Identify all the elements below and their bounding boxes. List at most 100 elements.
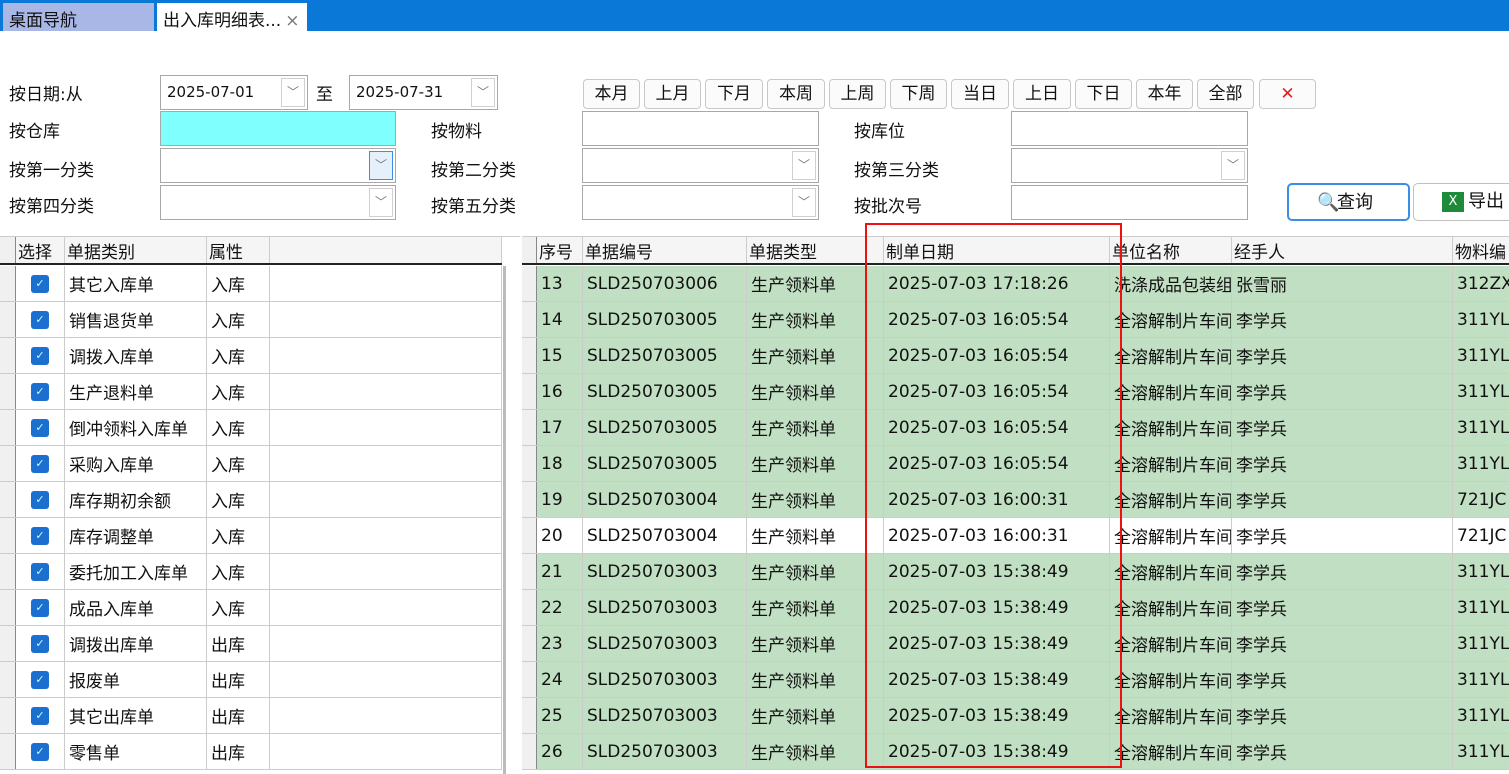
table-row[interactable]: 20 SLD250703004 生产领料单 2025-07-03 16:00:31 全溶… <box>522 518 1509 554</box>
table-row[interactable]: ✓ 库存调整单 入库 <box>0 518 502 554</box>
row-header[interactable] <box>522 374 537 409</box>
row-header[interactable] <box>522 734 537 769</box>
row-header[interactable] <box>522 698 537 733</box>
select-checkbox-cell[interactable]: ✓ <box>16 626 65 661</box>
row-header[interactable] <box>0 662 16 697</box>
batch-field[interactable] <box>1011 185 1248 220</box>
select-checkbox-cell[interactable]: ✓ <box>16 590 65 625</box>
date-from-field[interactable]: 2025-07-01 ﹀ <box>160 75 308 110</box>
chevron-down-icon[interactable]: ﹀ <box>471 78 495 107</box>
query-button[interactable]: 🔍 查询 <box>1287 183 1410 221</box>
cat2-select[interactable]: ﹀ <box>582 148 819 183</box>
table-row[interactable]: 23 SLD250703003 生产领料单 2025-07-03 15:38:49 全溶… <box>522 626 1509 662</box>
quick-btn[interactable]: 全部 <box>1197 79 1254 109</box>
column-header-material-code[interactable]: 物料编 <box>1453 237 1509 263</box>
location-field[interactable] <box>1011 111 1248 146</box>
select-checkbox-cell[interactable]: ✓ <box>16 374 65 409</box>
table-row[interactable]: 15 SLD250703005 生产领料单 2025-07-03 16:05:54 全溶… <box>522 338 1509 374</box>
row-header[interactable] <box>522 626 537 661</box>
table-row[interactable]: 17 SLD250703005 生产领料单 2025-07-03 16:05:54 全溶… <box>522 410 1509 446</box>
select-checkbox-cell[interactable]: ✓ <box>16 302 65 337</box>
chevron-down-icon[interactable]: ﹀ <box>1221 151 1245 180</box>
select-checkbox-cell[interactable]: ✓ <box>16 554 65 589</box>
chevron-down-icon[interactable]: ﹀ <box>281 78 305 107</box>
checkbox-checked-icon[interactable]: ✓ <box>31 454 49 473</box>
checkbox-checked-icon[interactable]: ✓ <box>31 382 49 401</box>
row-header[interactable] <box>0 338 16 373</box>
row-header[interactable] <box>522 302 537 337</box>
table-row[interactable]: 22 SLD250703003 生产领料单 2025-07-03 15:38:49 全溶… <box>522 590 1509 626</box>
warehouse-field[interactable] <box>160 111 396 146</box>
table-row[interactable]: 18 SLD250703005 生产领料单 2025-07-03 16:05:54 全溶… <box>522 446 1509 482</box>
row-header[interactable] <box>522 446 537 481</box>
column-header-seq[interactable]: 序号 <box>537 237 583 263</box>
row-header[interactable] <box>0 554 16 589</box>
quick-btn[interactable]: 本月 <box>583 79 640 109</box>
row-header[interactable] <box>0 626 16 661</box>
column-header[interactable]: 选择 <box>16 237 65 263</box>
checkbox-checked-icon[interactable]: ✓ <box>31 310 49 329</box>
checkbox-checked-icon[interactable]: ✓ <box>31 346 49 365</box>
column-header[interactable]: 单据类别 <box>65 237 207 263</box>
checkbox-checked-icon[interactable]: ✓ <box>31 598 49 617</box>
table-row[interactable]: 16 SLD250703005 生产领料单 2025-07-03 16:05:54 全溶… <box>522 374 1509 410</box>
checkbox-checked-icon[interactable]: ✓ <box>31 706 49 725</box>
export-button[interactable]: X 导出 <box>1413 183 1509 221</box>
table-row[interactable]: ✓ 其它入库单 入库 <box>0 266 502 302</box>
row-header[interactable] <box>0 482 16 517</box>
quick-btn[interactable]: 下月 <box>705 79 763 109</box>
select-checkbox-cell[interactable]: ✓ <box>16 698 65 733</box>
row-header[interactable] <box>522 338 537 373</box>
row-header[interactable] <box>0 374 16 409</box>
checkbox-checked-icon[interactable]: ✓ <box>31 670 49 689</box>
column-header-doc-no[interactable]: 单据编号 <box>583 237 747 263</box>
quick-btn[interactable]: 本年 <box>1136 79 1193 109</box>
checkbox-checked-icon[interactable]: ✓ <box>31 490 49 509</box>
select-checkbox-cell[interactable]: ✓ <box>16 266 65 301</box>
table-row[interactable]: ✓ 库存期初余额 入库 <box>0 482 502 518</box>
tab-inout-detail[interactable]: 出入库明细表... × <box>157 3 307 31</box>
row-header[interactable] <box>0 302 16 337</box>
select-checkbox-cell[interactable]: ✓ <box>16 482 65 517</box>
quick-btn[interactable]: 上周 <box>829 79 886 109</box>
table-row[interactable]: ✓ 委托加工入库单 入库 <box>0 554 502 590</box>
checkbox-checked-icon[interactable]: ✓ <box>31 634 49 653</box>
quick-btn[interactable]: 下日 <box>1075 79 1132 109</box>
row-header[interactable] <box>0 266 16 301</box>
table-row[interactable]: ✓ 销售退货单 入库 <box>0 302 502 338</box>
chevron-down-icon[interactable]: ﹀ <box>792 188 816 217</box>
table-row[interactable]: 14 SLD250703005 生产领料单 2025-07-03 16:05:54 全溶… <box>522 302 1509 338</box>
row-header[interactable] <box>0 734 16 769</box>
quick-btn[interactable]: 上日 <box>1013 79 1071 109</box>
row-header[interactable] <box>522 554 537 589</box>
table-row[interactable]: 25 SLD250703003 生产领料单 2025-07-03 15:38:49 全溶… <box>522 698 1509 734</box>
column-header-doc-type[interactable]: 单据类型 <box>747 237 884 263</box>
select-checkbox-cell[interactable]: ✓ <box>16 410 65 445</box>
date-to-field[interactable]: 2025-07-31 ﹀ <box>349 75 498 110</box>
table-row[interactable]: ✓ 报废单 出库 <box>0 662 502 698</box>
row-header[interactable] <box>522 482 537 517</box>
chevron-down-icon[interactable]: ﹀ <box>792 151 816 180</box>
table-row[interactable]: 13 SLD250703006 生产领料单 2025-07-03 17:18:26 洗涤… <box>522 266 1509 302</box>
row-header[interactable] <box>0 698 16 733</box>
quick-btn[interactable]: 下周 <box>890 79 947 109</box>
row-header[interactable] <box>0 518 16 553</box>
table-row[interactable]: ✓ 采购入库单 入库 <box>0 446 502 482</box>
column-header[interactable]: 属性 <box>207 237 270 263</box>
select-checkbox-cell[interactable]: ✓ <box>16 446 65 481</box>
row-header[interactable] <box>0 446 16 481</box>
column-header-handler[interactable]: 经手人 <box>1232 237 1453 263</box>
select-checkbox-cell[interactable]: ✓ <box>16 734 65 769</box>
column-header-unit-name[interactable]: 单位名称 <box>1110 237 1232 263</box>
checkbox-checked-icon[interactable]: ✓ <box>31 526 49 545</box>
row-header[interactable] <box>522 518 537 553</box>
chevron-down-icon[interactable]: ﹀ <box>369 151 393 180</box>
table-row[interactable]: ✓ 调拨出库单 出库 <box>0 626 502 662</box>
table-row[interactable]: ✓ 其它出库单 出库 <box>0 698 502 734</box>
close-icon[interactable]: × <box>285 11 300 31</box>
quick-btn[interactable]: 本周 <box>767 79 825 109</box>
checkbox-checked-icon[interactable]: ✓ <box>31 562 49 581</box>
cat1-select[interactable]: ﹀ <box>160 148 396 183</box>
tab-desktop-nav[interactable]: 桌面导航 <box>3 3 154 31</box>
cat3-select[interactable]: ﹀ <box>1011 148 1248 183</box>
